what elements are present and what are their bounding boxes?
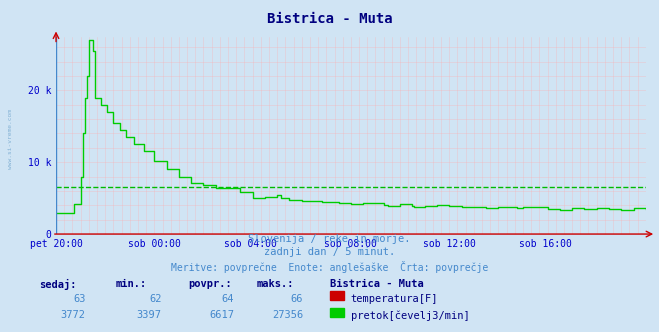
Text: 6617: 6617 xyxy=(209,310,234,320)
Text: maks.:: maks.: xyxy=(257,279,295,289)
Text: 62: 62 xyxy=(149,294,161,304)
Text: pretok[čevelj3/min]: pretok[čevelj3/min] xyxy=(351,310,469,321)
Text: temperatura[F]: temperatura[F] xyxy=(351,294,438,304)
Text: www.si-vreme.com: www.si-vreme.com xyxy=(8,110,13,169)
Text: zadnji dan / 5 minut.: zadnji dan / 5 minut. xyxy=(264,247,395,257)
Text: Slovenija / reke in morje.: Slovenija / reke in morje. xyxy=(248,234,411,244)
Text: 66: 66 xyxy=(291,294,303,304)
Text: Bistrica - Muta: Bistrica - Muta xyxy=(267,12,392,26)
Text: Meritve: povprečne  Enote: anglešaške  Črta: povprečje: Meritve: povprečne Enote: anglešaške Črt… xyxy=(171,261,488,273)
Text: Bistrica - Muta: Bistrica - Muta xyxy=(330,279,423,289)
Text: 3772: 3772 xyxy=(61,310,86,320)
Text: 63: 63 xyxy=(73,294,86,304)
Text: min.:: min.: xyxy=(115,279,146,289)
Text: 64: 64 xyxy=(221,294,234,304)
Text: sedaj:: sedaj: xyxy=(40,279,77,290)
Text: 3397: 3397 xyxy=(136,310,161,320)
Text: 27356: 27356 xyxy=(272,310,303,320)
Text: povpr.:: povpr.: xyxy=(188,279,231,289)
